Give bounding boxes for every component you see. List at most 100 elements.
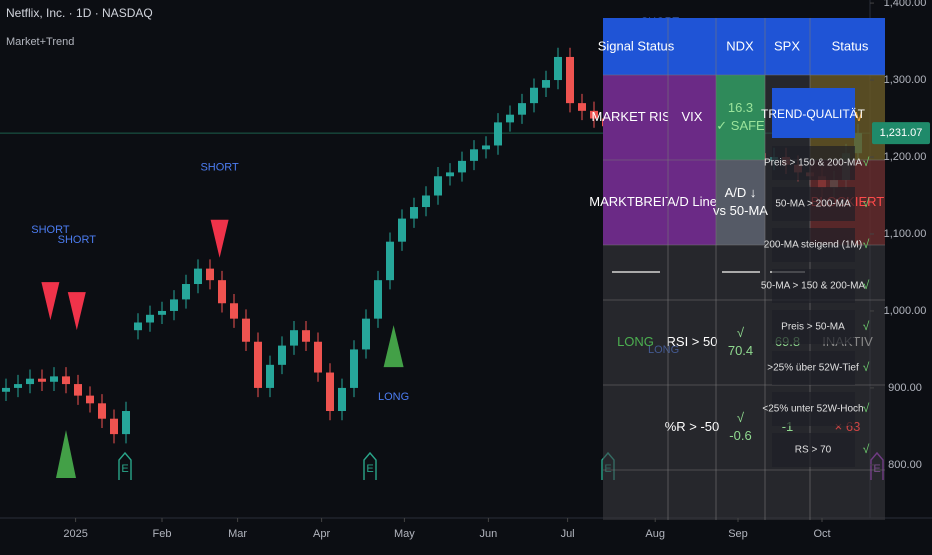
candle-body — [410, 207, 418, 219]
table-cell: %R > -50 — [665, 419, 720, 434]
y-tick-label: 1,300.00 — [884, 74, 927, 86]
trend-row-bg — [772, 433, 855, 467]
last-price-label: 1,231.07 — [880, 127, 923, 139]
candle-body — [386, 241, 394, 281]
candle-body — [86, 395, 94, 404]
trend-check: √ — [863, 155, 870, 169]
candle-body — [554, 56, 562, 81]
candle-body — [458, 160, 466, 173]
earnings-label: E — [121, 463, 128, 475]
symbol-title: Netflix, Inc. · 1D · NASDAQ — [6, 6, 153, 20]
trend-check: √ — [863, 442, 870, 456]
candle-body — [398, 218, 406, 242]
trend-row-bg — [772, 269, 855, 303]
x-tick-label: 2025 — [63, 528, 87, 540]
candle-body — [158, 310, 166, 315]
candle-body — [338, 387, 346, 412]
trend-check: √ — [863, 319, 870, 333]
table-cell: A/D Line — [667, 194, 717, 209]
candle-body — [290, 330, 298, 346]
earnings-icon — [363, 451, 377, 480]
trend-title-bg — [772, 88, 855, 138]
candle-body — [482, 145, 490, 150]
candle-body — [278, 345, 286, 365]
trend-check: √ — [863, 196, 870, 210]
candle-body — [14, 384, 22, 388]
signal-label: SHORT — [200, 162, 239, 174]
candle-body — [242, 318, 250, 342]
candle-body — [2, 387, 10, 392]
y-tick-label: 1,100.00 — [884, 228, 927, 240]
signal-label: SHORT — [58, 234, 97, 246]
table-cell: √ — [737, 325, 745, 340]
long-triangle — [56, 430, 76, 478]
trend-check: √ — [863, 360, 870, 374]
trend-row: Preis > 50-MA — [781, 322, 845, 333]
candle-body — [302, 330, 310, 342]
candle-body — [74, 384, 82, 396]
x-tick-label: Aug — [645, 528, 665, 540]
candle-body — [518, 103, 526, 115]
x-tick-label: Jun — [480, 528, 498, 540]
candle-body — [350, 349, 358, 388]
trend-check: √ — [863, 401, 870, 415]
candle-body — [314, 341, 322, 373]
table-header-bg — [603, 18, 885, 75]
y-tick-label: 900.00 — [888, 382, 922, 394]
trend-row: 50-MA > 200-MA — [775, 199, 851, 210]
trend-row-bg — [772, 392, 855, 426]
x-tick-label: Feb — [153, 528, 172, 540]
candle-body — [206, 268, 214, 281]
table-header: Signal Status — [598, 38, 675, 53]
table-cell-bg — [716, 75, 765, 160]
table-cell-bg — [716, 160, 765, 245]
table-header: NDX — [726, 38, 754, 53]
candle-body — [62, 376, 70, 385]
candle-body — [542, 80, 550, 88]
y-tick-label: 1,000.00 — [884, 305, 927, 317]
table-cell: VIX — [682, 109, 703, 124]
candles: SHORTSHORTSHORTLONGSHORTLONGEE — [0, 16, 870, 480]
short-triangle — [210, 219, 229, 258]
candle-body — [98, 403, 106, 419]
table-cell: MARKET RISK — [592, 109, 680, 124]
short-triangle — [67, 292, 86, 331]
candle-body — [530, 87, 538, 104]
candle-body — [434, 176, 442, 196]
trend-row: 50-MA > 150 & 200-MA — [761, 281, 866, 292]
trend-row-bg — [772, 228, 855, 262]
candle-body — [218, 280, 226, 304]
candle-body — [578, 103, 586, 111]
table-cell-bg — [603, 75, 668, 160]
candle-body — [50, 376, 58, 382]
trend-check: √ — [863, 278, 870, 292]
table-cell-bg — [668, 160, 716, 245]
trend-row: Preis > 150 & 200-MA — [764, 158, 862, 169]
x-tick-label: Oct — [813, 528, 830, 540]
table-cell: LONG — [617, 334, 654, 349]
x-tick-label: Mar — [228, 528, 247, 540]
trend-row: <25% unter 52W-Hoch — [762, 404, 863, 415]
candle-body — [110, 418, 118, 435]
trend-row-bg — [772, 146, 855, 180]
candle-body — [422, 195, 430, 208]
candle-body — [506, 114, 514, 123]
candle-body — [470, 149, 478, 161]
table-cell: -0.6 — [729, 428, 751, 443]
earnings-label: E — [366, 463, 373, 475]
table-cell: RSI > 50 — [667, 334, 718, 349]
earnings-icon — [118, 451, 132, 480]
signal-label: SHORT — [31, 224, 70, 236]
candle-body — [254, 341, 262, 388]
candle-body — [590, 110, 598, 119]
y-tick-label: 1,200.00 — [884, 151, 927, 163]
candle-body — [494, 122, 502, 146]
table-cell: A/D ↓ — [725, 185, 757, 200]
candle-body — [122, 411, 130, 435]
trend-row: 200-MA steigend (1M) — [764, 240, 862, 251]
table-cell: ✓ SAFE — [716, 118, 765, 133]
trend-row: >25% über 52W-Tief — [767, 363, 859, 374]
trend-row: RS > 70 — [795, 445, 832, 456]
candle-body — [266, 364, 274, 388]
